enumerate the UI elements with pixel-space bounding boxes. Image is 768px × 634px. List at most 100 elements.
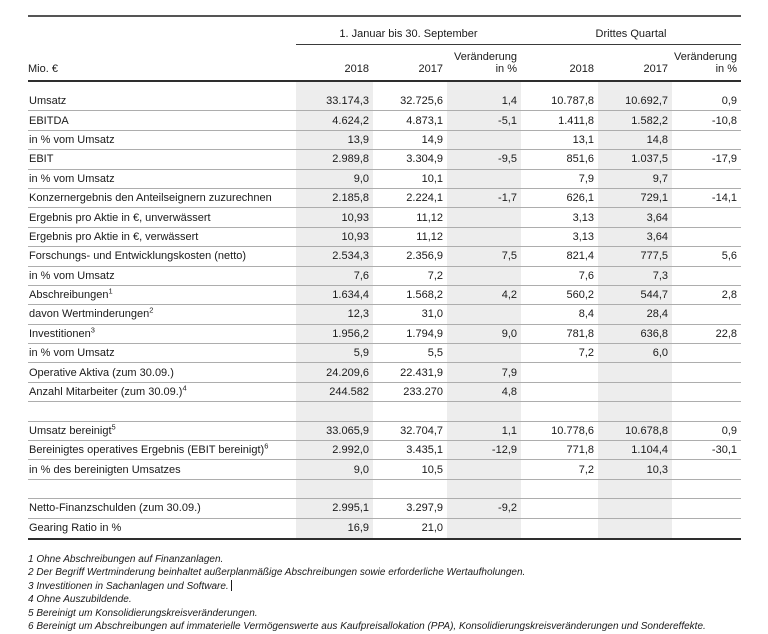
table-row: Ergebnis pro Aktie in €, unverwässert 10,… xyxy=(28,208,741,228)
row-label: Abschreibungen1 xyxy=(29,286,113,302)
value-cell: 0,9 xyxy=(721,95,737,108)
value-cell: 21,0 xyxy=(421,522,443,535)
row-label: in % des bereinigten Umsatzes xyxy=(29,463,181,476)
value-cell: 851,6 xyxy=(566,153,594,166)
row-label: Netto-Finanzschulden (zum 30.09.) xyxy=(29,502,201,515)
row-label: Forschungs- und Entwicklungskosten (nett… xyxy=(29,250,247,263)
value-cell: 10,93 xyxy=(341,211,369,224)
footnote-marker: 1 xyxy=(108,286,113,296)
value-cell: 777,5 xyxy=(640,250,668,263)
table-row: Operative Aktiva (zum 30.09.) 24.209,6 22.… xyxy=(28,363,741,383)
column-header-2018-9m: 2018 xyxy=(344,63,369,75)
value-cell: 3.304,9 xyxy=(406,153,443,166)
footnote-marker: 6 xyxy=(264,441,269,451)
value-cell: 7,5 xyxy=(501,250,517,263)
row-label: Investitionen3 xyxy=(29,325,95,340)
value-cell: 5,5 xyxy=(427,347,443,360)
value-cell: 560,2 xyxy=(566,289,594,302)
column-shading-change-9m xyxy=(447,82,521,538)
value-cell: 5,9 xyxy=(353,347,369,360)
value-cell: 10.678,8 xyxy=(625,424,668,437)
table-row: in % vom Umsatz 5,9 5,5 7,2 6,0 xyxy=(28,344,741,364)
row-label: Ergebnis pro Aktie in €, verwässert xyxy=(29,230,199,243)
footnotes: 1 Ohne Abschreibungen auf Finanzanlagen.… xyxy=(28,553,758,633)
group-header-spacer xyxy=(28,28,296,44)
value-cell: 2.534,3 xyxy=(332,250,369,263)
footnote-line: 1 Ohne Abschreibungen auf Finanzanlagen. xyxy=(28,554,224,565)
value-cell: 626,1 xyxy=(566,192,594,205)
value-cell: 13,9 xyxy=(347,133,369,146)
column-header-2018-q3: 2018 xyxy=(569,63,594,75)
row-label: Umsatz xyxy=(29,95,67,108)
value-cell: -10,8 xyxy=(711,114,737,127)
footnote-marker: 3 xyxy=(90,325,95,335)
column-header-change-q3: Veränderung in % xyxy=(672,51,741,75)
table-row: Forschungs- und Entwicklungskosten (nett… xyxy=(28,247,741,267)
table-row: Konzernergebnis den Anteilseignern zuzur… xyxy=(28,189,741,209)
value-cell: 10.692,7 xyxy=(625,95,668,108)
value-cell: 2.995,1 xyxy=(332,502,369,515)
row-label: Umsatz bereinigt5 xyxy=(29,422,116,437)
footnote-line: 3 Investitionen in Sachanlagen und Softw… xyxy=(28,579,758,593)
table-row: davon Wertminderungen2 12,3 31,0 8,4 28,4 xyxy=(28,305,741,325)
table-row: Ergebnis pro Aktie in €, verwässert 10,93… xyxy=(28,228,741,248)
value-cell: 1.582,2 xyxy=(631,114,668,127)
value-cell: 1.634,4 xyxy=(332,289,369,302)
change-label-line1: Veränderung xyxy=(674,51,737,63)
value-cell: 9,0 xyxy=(353,172,369,185)
column-header-change-9m: Veränderung in % xyxy=(447,51,521,75)
value-cell: 4,2 xyxy=(501,289,517,302)
row-label: Konzernergebnis den Anteilseignern zuzur… xyxy=(29,192,272,205)
value-cell: 2.356,9 xyxy=(406,250,443,263)
value-cell: 1.956,2 xyxy=(332,327,369,340)
table-body-rows: Umsatz 33.174,3 32.725,6 1,4 10.787,8 10.692,… xyxy=(28,92,741,538)
value-cell: 31,0 xyxy=(421,308,443,321)
value-cell: 1.037,5 xyxy=(631,153,668,166)
value-cell: 1.794,9 xyxy=(406,327,443,340)
value-cell: -30,1 xyxy=(711,444,737,457)
unit-label: Mio. € xyxy=(28,63,58,75)
value-cell: 4,8 xyxy=(501,386,517,399)
value-cell: 9,7 xyxy=(652,172,668,185)
value-cell: 771,8 xyxy=(566,444,594,457)
header-rule xyxy=(28,80,741,82)
change-label-line2: in % xyxy=(495,63,517,75)
value-cell: 10.787,8 xyxy=(551,95,594,108)
value-cell: 9,0 xyxy=(501,327,517,340)
value-cell: 33.065,9 xyxy=(326,424,369,437)
table-row: Umsatz bereinigt5 33.065,9 32.704,7 1,1 10.7… xyxy=(28,422,741,442)
value-cell: 781,8 xyxy=(566,327,594,340)
value-cell: 1.104,4 xyxy=(631,444,668,457)
spacer-row xyxy=(28,402,741,422)
value-cell: 2,8 xyxy=(721,289,737,302)
column-header-row: Mio. € 2018 2017 Veränderung in % 2018 20… xyxy=(28,45,741,80)
value-cell: 16,9 xyxy=(347,522,369,535)
value-cell: 10,3 xyxy=(646,463,668,476)
value-cell: 1.411,8 xyxy=(558,114,594,127)
value-cell: 8,4 xyxy=(578,308,594,321)
value-cell: 11,12 xyxy=(416,230,443,243)
value-cell: 0,9 xyxy=(721,424,737,437)
row-label: Anzahl Mitarbeiter (zum 30.09.)4 xyxy=(29,383,187,399)
value-cell: 1,1 xyxy=(501,424,517,437)
value-cell: 3.297,9 xyxy=(406,502,443,515)
value-cell: 14,8 xyxy=(646,133,668,146)
value-cell: 32.704,7 xyxy=(400,424,443,437)
value-cell: 7,6 xyxy=(578,269,594,282)
value-cell: 3,13 xyxy=(572,211,594,224)
group-header-row: 1. Januar bis 30. September Drittes Quar… xyxy=(28,17,741,44)
value-cell: -1,7 xyxy=(498,192,517,205)
value-cell: 33.174,3 xyxy=(326,95,369,108)
value-cell: 7,6 xyxy=(353,269,369,282)
row-label: Ergebnis pro Aktie in €, unverwässert xyxy=(29,211,211,224)
table-row: EBIT 2.989,8 3.304,9 -9,5 851,6 1.037,5 -17,9 xyxy=(28,150,741,170)
value-cell: 3,64 xyxy=(646,230,668,243)
row-label: in % vom Umsatz xyxy=(29,172,115,185)
row-label: EBIT xyxy=(29,153,54,166)
value-cell: -14,1 xyxy=(711,192,737,205)
footnote-line: 2 Der Begriff Wertminderung beinhaltet a… xyxy=(28,567,526,579)
row-label: Bereinigtes operatives Ergebnis (EBIT be… xyxy=(29,441,269,457)
value-cell: 7,9 xyxy=(501,366,517,379)
row-label: EBITDA xyxy=(29,114,69,127)
